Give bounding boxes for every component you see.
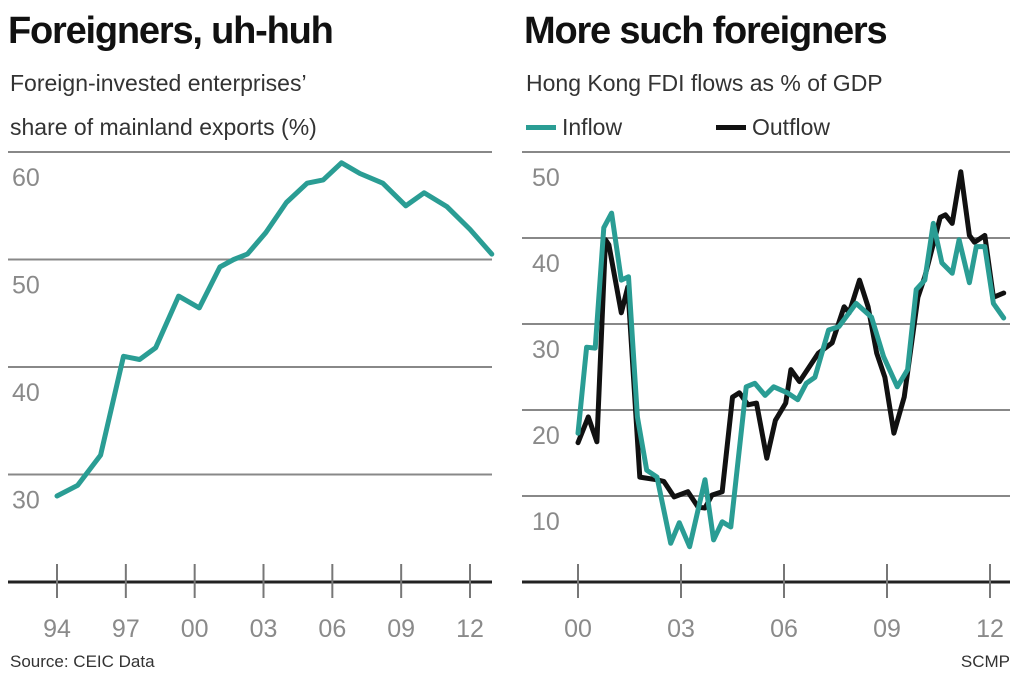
right-chart-title: More such foreigners [524, 10, 888, 52]
right-xtick-label: 06 [770, 615, 798, 643]
left-series-share-of-exports [54, 160, 495, 499]
legend-label-outflow: Outflow [752, 114, 830, 140]
left-ytick-label: 60 [12, 164, 40, 192]
right-ytick-label: 50 [532, 164, 560, 192]
right-chart-subtitle: Hong Kong FDI flows as % of GDP [526, 70, 883, 96]
right-xtick-label: 03 [667, 615, 695, 643]
left-xtick-label: 00 [181, 615, 209, 643]
left-xtick-label: 12 [456, 615, 484, 643]
outflow-swatch [716, 125, 746, 130]
right-xtick-label: 12 [976, 615, 1004, 643]
right-ytick-label: 10 [532, 508, 560, 536]
left-ytick-label: 50 [12, 272, 40, 300]
left-xtick-label: 06 [318, 615, 346, 643]
right-xtick-label: 09 [873, 615, 901, 643]
left-chart-subtitle-line-1: Foreign-invested enterprises’ [10, 70, 307, 96]
left-xtick-label: 09 [387, 615, 415, 643]
right-series-inflow [575, 210, 1007, 550]
inflow-swatch [526, 125, 556, 130]
left-xtick-label: 94 [43, 615, 71, 643]
credit: SCMP [960, 652, 1010, 671]
left-ytick-label: 30 [12, 487, 40, 515]
right-ytick-label: 30 [532, 336, 560, 364]
right-ytick-label: 40 [532, 250, 560, 278]
right-ytick-label: 20 [532, 422, 560, 450]
left-xtick-label: 03 [250, 615, 278, 643]
right-xtick-label: 00 [564, 615, 592, 643]
legend-item-outflow: Outflow [716, 114, 830, 141]
legend-label-inflow: Inflow [562, 114, 623, 140]
legend-item-inflow: Inflow [526, 114, 622, 141]
left-chart-title: Foreigners, uh-huh [8, 10, 334, 52]
left-chart-subtitle-line-2: share of mainland exports (%) [10, 114, 317, 140]
right-series-outflow [575, 169, 1007, 511]
left-xtick-label: 97 [112, 615, 140, 643]
left-ytick-label: 40 [12, 379, 40, 407]
source-note: Source: CEIC Data [10, 652, 155, 671]
